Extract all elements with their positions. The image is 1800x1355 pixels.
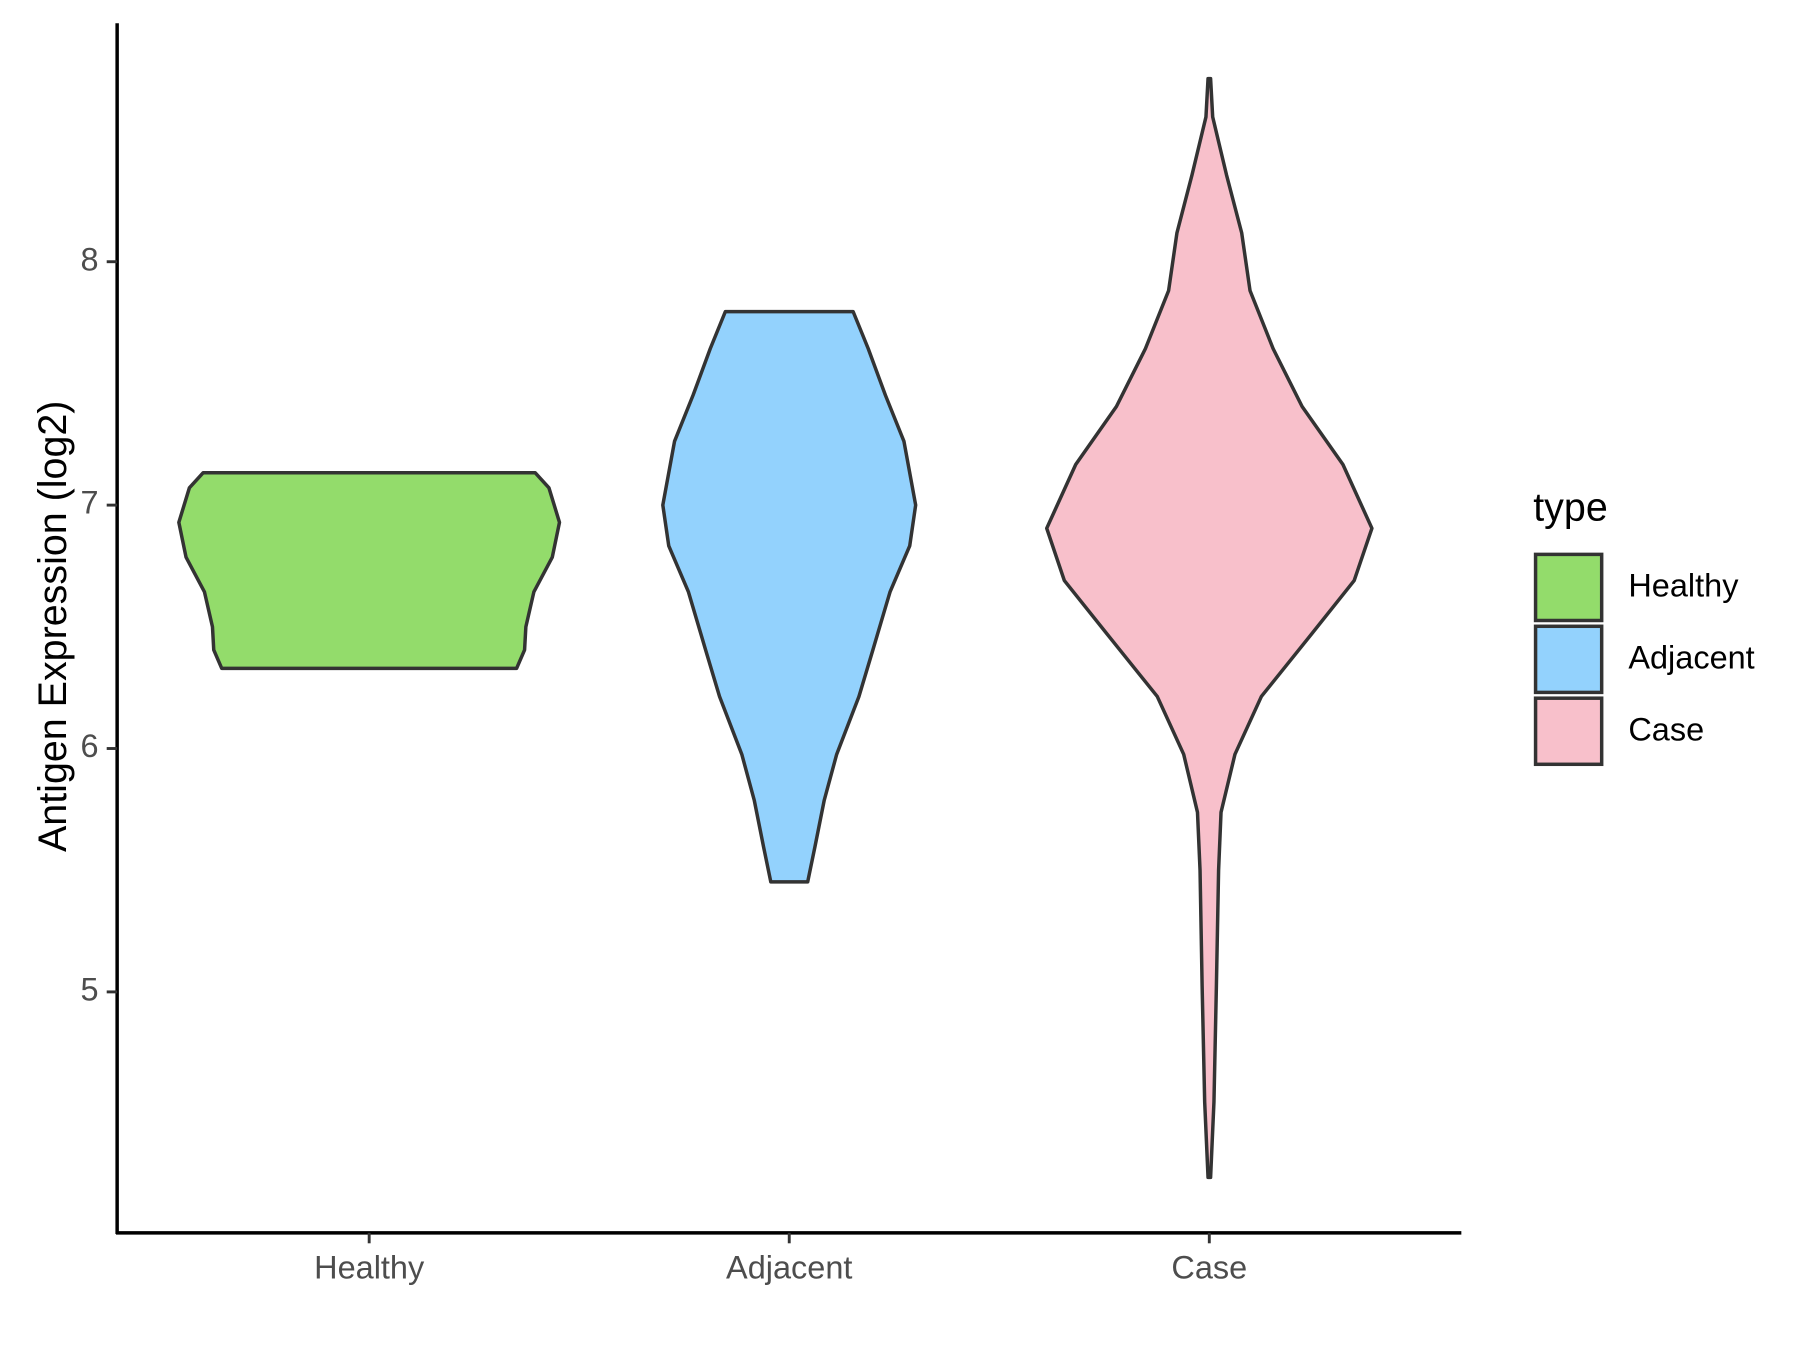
- legend-swatch: [1533, 552, 1604, 623]
- y-tick-label: 7: [81, 485, 99, 521]
- legend-label: Healthy: [1628, 568, 1739, 604]
- y-tick-label: 5: [81, 971, 99, 1007]
- legend-label: Adjacent: [1628, 640, 1754, 676]
- x-tick-label: Adjacent: [726, 1250, 852, 1286]
- x-tick-label: Case: [1171, 1250, 1247, 1286]
- legend-label: Case: [1628, 711, 1704, 747]
- y-tick-label: 6: [81, 728, 99, 764]
- violin: [177, 470, 562, 671]
- legend-title: type: [1533, 486, 1608, 530]
- y-tick-label: 8: [81, 241, 99, 277]
- x-tick-label: Healthy: [314, 1250, 425, 1286]
- y-axis-label: Antigen Expression (log2): [31, 401, 75, 852]
- legend-swatch: [1533, 624, 1604, 695]
- legend-swatch: [1533, 696, 1604, 767]
- violin: [1044, 76, 1374, 1180]
- violin: [661, 309, 918, 884]
